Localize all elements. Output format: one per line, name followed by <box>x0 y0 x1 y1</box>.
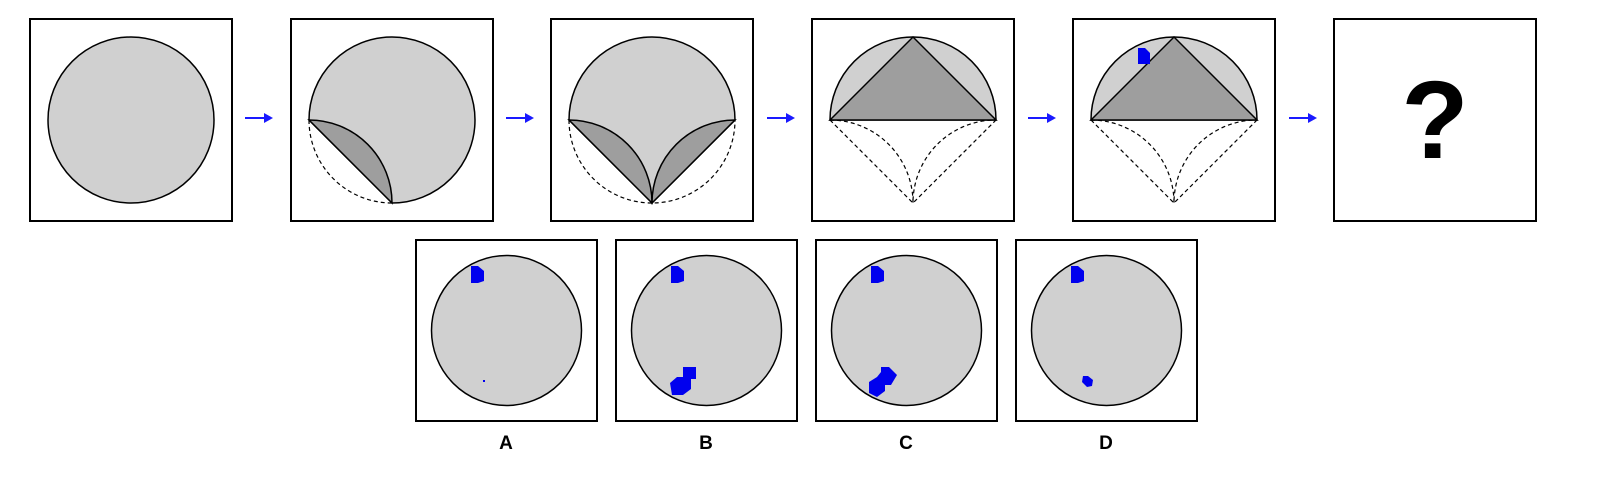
option-d-figure <box>1030 254 1183 407</box>
full-circle-figure <box>47 36 215 204</box>
punched-fold-figure <box>1089 35 1259 204</box>
option-c-label: C <box>899 433 913 454</box>
hole-mark <box>471 266 484 283</box>
option-a[interactable] <box>415 239 598 422</box>
sequence-step-3 <box>550 18 754 222</box>
hole-mark <box>1082 376 1093 387</box>
hole-mark <box>1071 266 1084 283</box>
sequence-step-5 <box>1072 18 1276 222</box>
option-d[interactable] <box>1015 239 1198 422</box>
arrow-icon <box>245 113 273 123</box>
arrow-icon <box>767 113 795 123</box>
question-mark: ? <box>1401 58 1469 182</box>
sequence-step-1 <box>29 18 233 222</box>
sequence-step-4 <box>811 18 1015 222</box>
hole-mark <box>671 266 684 283</box>
one-fold-figure <box>307 36 476 205</box>
three-fold-figure <box>828 35 998 204</box>
option-b-label: B <box>699 433 713 454</box>
arrow-icon <box>1289 113 1317 123</box>
option-a-label: A <box>499 433 513 454</box>
arrow-icon <box>506 113 534 123</box>
hole-mark <box>670 367 696 395</box>
option-b[interactable] <box>615 239 798 422</box>
two-fold-figure <box>567 36 737 205</box>
option-a-figure <box>430 254 583 407</box>
option-d-label: D <box>1099 433 1113 454</box>
sequence-step-unknown: ? <box>1333 18 1537 222</box>
option-c[interactable] <box>815 239 998 422</box>
punch-hole-mark <box>1138 48 1150 64</box>
arrow-icon <box>1028 113 1056 123</box>
option-c-figure <box>830 254 983 407</box>
sequence-step-2 <box>290 18 494 222</box>
option-b-figure <box>630 254 783 407</box>
hole-mark <box>871 266 884 283</box>
hole-mark <box>869 367 897 397</box>
hole-mark <box>483 380 485 382</box>
